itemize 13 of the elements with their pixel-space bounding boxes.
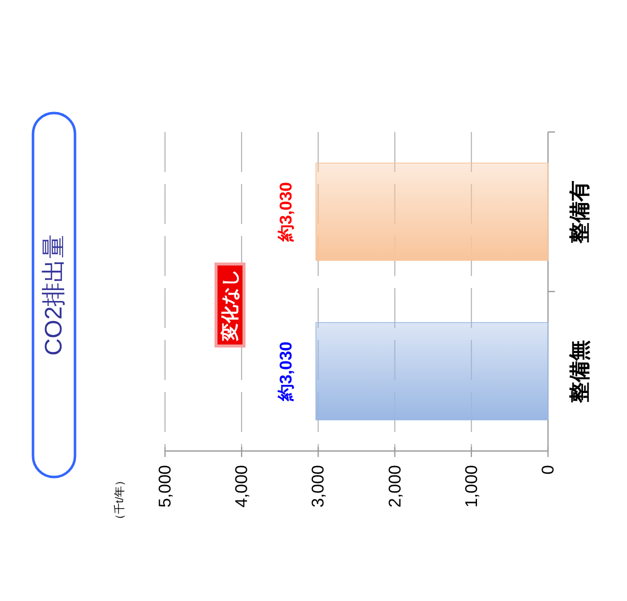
x-tick-label: 5,000	[156, 465, 174, 508]
x-tick-label: 0	[538, 465, 558, 474]
y-tick-label: 整備有	[568, 180, 592, 244]
data-label: 約3,030	[276, 341, 296, 402]
y-tick-label: 整備無	[568, 340, 592, 404]
data-label: 約3,030	[276, 182, 296, 243]
text: CO2排出量	[40, 234, 68, 356]
annotation: 変化なし	[220, 269, 240, 342]
x-tick-label: 4,000	[232, 465, 252, 508]
x-tick-label: 3,000	[308, 465, 328, 508]
text: （千t/年）	[113, 474, 126, 526]
x-tick-label: 2,000	[385, 465, 404, 508]
x-tick-label: 1,000	[462, 465, 481, 508]
